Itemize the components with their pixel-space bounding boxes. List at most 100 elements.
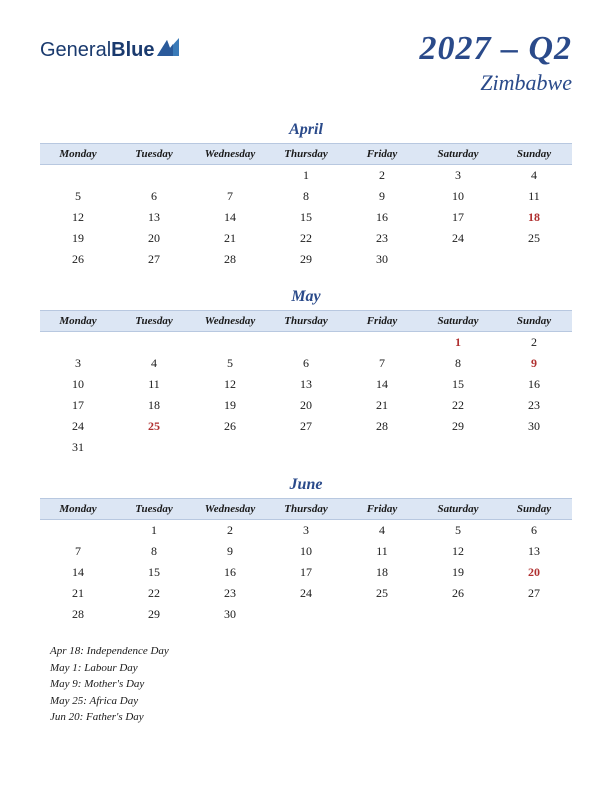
day-cell: 2 bbox=[192, 520, 268, 542]
day-cell: 11 bbox=[496, 186, 572, 207]
day-cell: 11 bbox=[344, 541, 420, 562]
day-cell: 29 bbox=[116, 604, 192, 625]
day-cell: 12 bbox=[420, 541, 496, 562]
day-cell: 17 bbox=[268, 562, 344, 583]
day-cell: 5 bbox=[420, 520, 496, 542]
month-block: MayMondayTuesdayWednesdayThursdayFridayS… bbox=[40, 288, 572, 458]
day-cell bbox=[192, 165, 268, 187]
day-cell: 9 bbox=[192, 541, 268, 562]
day-header: Sunday bbox=[496, 499, 572, 520]
holiday-entry: May 1: Labour Day bbox=[50, 660, 572, 677]
day-header: Monday bbox=[40, 311, 116, 332]
day-cell: 15 bbox=[420, 374, 496, 395]
day-cell: 3 bbox=[268, 520, 344, 542]
day-cell bbox=[496, 249, 572, 270]
day-cell: 5 bbox=[192, 353, 268, 374]
day-cell: 26 bbox=[192, 416, 268, 437]
day-header: Tuesday bbox=[116, 144, 192, 165]
day-cell: 3 bbox=[40, 353, 116, 374]
day-cell bbox=[40, 520, 116, 542]
day-cell: 25 bbox=[496, 228, 572, 249]
day-header: Wednesday bbox=[192, 311, 268, 332]
day-cell: 31 bbox=[40, 437, 116, 458]
day-cell: 13 bbox=[268, 374, 344, 395]
day-cell: 10 bbox=[40, 374, 116, 395]
day-cell: 20 bbox=[268, 395, 344, 416]
day-cell: 5 bbox=[40, 186, 116, 207]
day-cell: 13 bbox=[496, 541, 572, 562]
day-header: Thursday bbox=[268, 499, 344, 520]
day-cell: 24 bbox=[268, 583, 344, 604]
day-cell bbox=[268, 332, 344, 354]
day-cell: 21 bbox=[40, 583, 116, 604]
day-cell: 14 bbox=[192, 207, 268, 228]
day-cell: 23 bbox=[496, 395, 572, 416]
day-cell bbox=[344, 604, 420, 625]
day-cell: 29 bbox=[268, 249, 344, 270]
day-cell: 8 bbox=[268, 186, 344, 207]
table-row: 2627282930 bbox=[40, 249, 572, 270]
day-cell: 18 bbox=[116, 395, 192, 416]
month-name: June bbox=[40, 476, 572, 494]
day-cell: 22 bbox=[116, 583, 192, 604]
day-cell bbox=[268, 604, 344, 625]
day-header: Monday bbox=[40, 144, 116, 165]
holiday-entry: May 9: Mother's Day bbox=[50, 676, 572, 693]
day-cell: 7 bbox=[40, 541, 116, 562]
table-row: 282930 bbox=[40, 604, 572, 625]
logo-icon bbox=[157, 38, 179, 62]
calendar-table: MondayTuesdayWednesdayThursdayFridaySatu… bbox=[40, 498, 572, 625]
table-row: 3456789 bbox=[40, 353, 572, 374]
day-cell: 18 bbox=[344, 562, 420, 583]
day-cell bbox=[420, 249, 496, 270]
day-cell: 27 bbox=[496, 583, 572, 604]
day-cell bbox=[268, 437, 344, 458]
day-cell: 11 bbox=[116, 374, 192, 395]
day-cell: 30 bbox=[496, 416, 572, 437]
calendar-table: MondayTuesdayWednesdayThursdayFridaySatu… bbox=[40, 143, 572, 270]
day-cell: 2 bbox=[344, 165, 420, 187]
day-cell: 21 bbox=[344, 395, 420, 416]
table-row: 10111213141516 bbox=[40, 374, 572, 395]
day-cell: 23 bbox=[344, 228, 420, 249]
day-cell: 30 bbox=[344, 249, 420, 270]
day-cell: 12 bbox=[40, 207, 116, 228]
day-cell: 21 bbox=[192, 228, 268, 249]
day-cell: 7 bbox=[192, 186, 268, 207]
day-cell: 28 bbox=[40, 604, 116, 625]
day-header: Saturday bbox=[420, 311, 496, 332]
day-cell bbox=[344, 332, 420, 354]
day-cell: 30 bbox=[192, 604, 268, 625]
holiday-entry: May 25: Africa Day bbox=[50, 693, 572, 710]
table-row: 17181920212223 bbox=[40, 395, 572, 416]
day-cell: 12 bbox=[192, 374, 268, 395]
day-cell bbox=[344, 437, 420, 458]
logo-text-1: General bbox=[40, 39, 111, 62]
month-block: June MondayTuesdayWednesdayThursdayFriday… bbox=[40, 476, 572, 625]
day-cell bbox=[40, 165, 116, 187]
day-cell bbox=[192, 332, 268, 354]
day-header: Saturday bbox=[420, 499, 496, 520]
table-row: 567891011 bbox=[40, 186, 572, 207]
table-row: 24252627282930 bbox=[40, 416, 572, 437]
table-row: 78910111213 bbox=[40, 541, 572, 562]
table-row: 19202122232425 bbox=[40, 228, 572, 249]
day-cell: 4 bbox=[496, 165, 572, 187]
holiday-entry: Jun 20: Father's Day bbox=[50, 709, 572, 726]
logo-text-2: Blue bbox=[111, 39, 154, 62]
day-header: Thursday bbox=[268, 144, 344, 165]
day-cell: 26 bbox=[40, 249, 116, 270]
day-cell: 15 bbox=[116, 562, 192, 583]
day-cell: 2 bbox=[496, 332, 572, 354]
holiday-list: Apr 18: Independence DayMay 1: Labour Da… bbox=[40, 643, 572, 726]
day-cell: 16 bbox=[344, 207, 420, 228]
day-cell: 29 bbox=[420, 416, 496, 437]
day-cell bbox=[116, 332, 192, 354]
day-cell bbox=[192, 437, 268, 458]
day-cell: 4 bbox=[116, 353, 192, 374]
table-row: 12 bbox=[40, 332, 572, 354]
day-cell: 3 bbox=[420, 165, 496, 187]
day-header: Wednesday bbox=[192, 499, 268, 520]
day-cell: 13 bbox=[116, 207, 192, 228]
day-cell: 18 bbox=[496, 207, 572, 228]
